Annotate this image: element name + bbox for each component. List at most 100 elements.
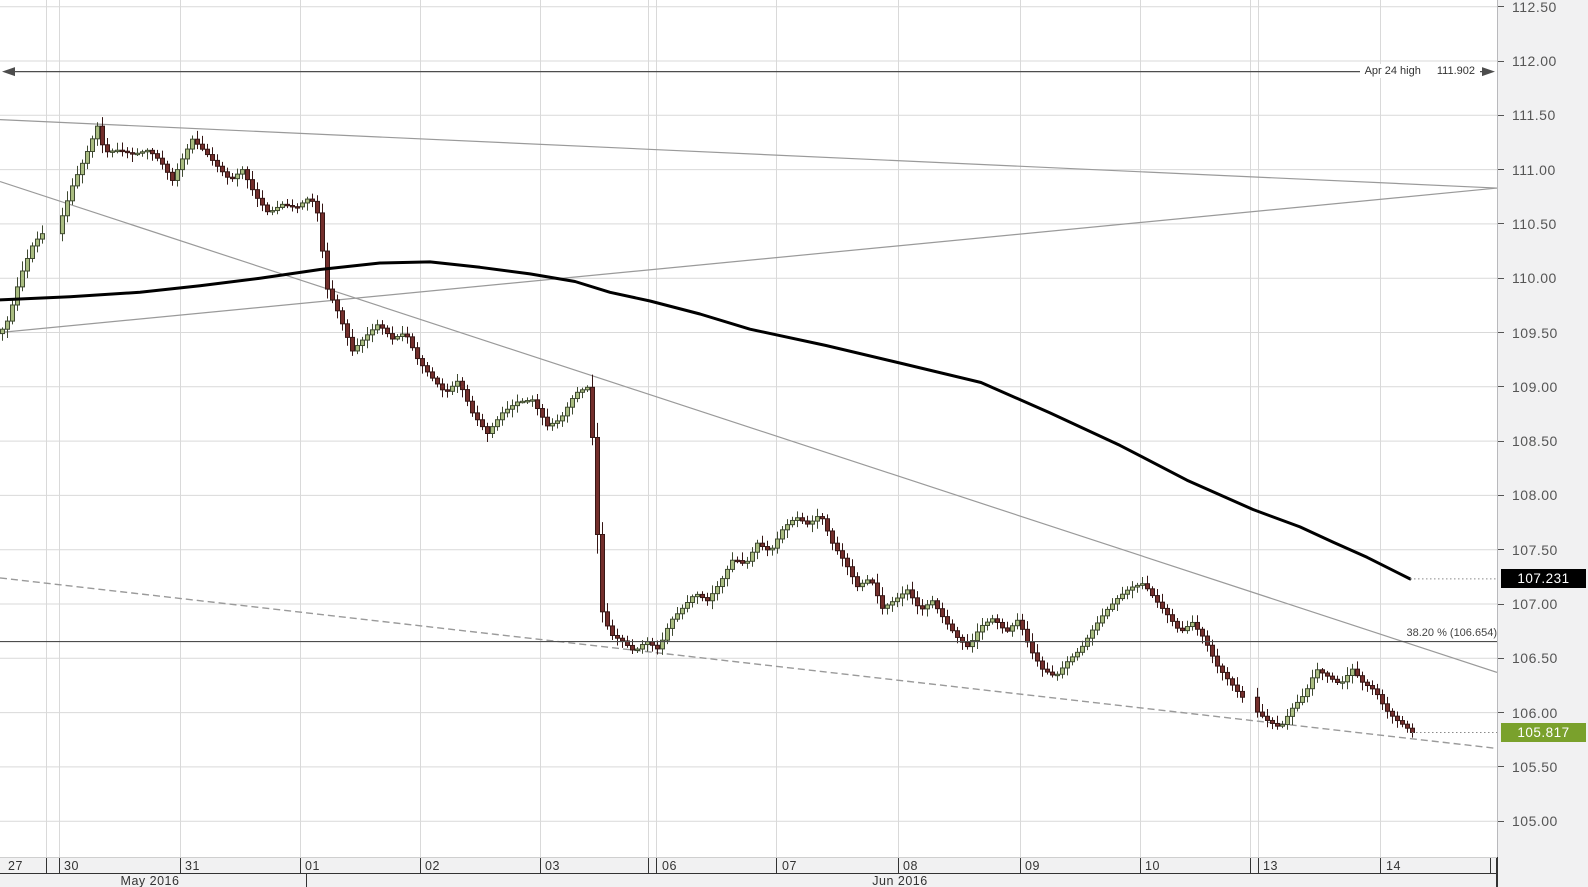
date-label-02: 02 (425, 859, 440, 873)
candle-body (485, 426, 490, 434)
candle-body (1230, 678, 1235, 686)
candle-body (1090, 629, 1095, 639)
candle-body (725, 568, 730, 580)
candle-body (450, 385, 455, 392)
candle-body (475, 412, 480, 421)
price-tick-label: 109.00 (1512, 378, 1558, 395)
price-tick-label: 112.50 (1512, 0, 1557, 15)
price-tick (1498, 657, 1504, 659)
date-tick (1380, 858, 1381, 873)
candle-body (870, 579, 875, 584)
candle-body (855, 576, 860, 588)
price-tick-label: 105.00 (1512, 813, 1558, 830)
price-tick (1498, 549, 1504, 551)
candle-body (115, 149, 120, 153)
candle-body (390, 333, 395, 340)
candle-body (1315, 669, 1320, 679)
candle-body (1075, 651, 1080, 658)
candle-body (1150, 588, 1155, 597)
candle-body (905, 589, 910, 595)
candle-body (1330, 675, 1335, 680)
candle-body (990, 618, 995, 623)
date-label-01: 01 (305, 859, 320, 873)
candle-body (350, 336, 355, 352)
candle-body (1055, 673, 1060, 677)
candle-body (650, 641, 655, 646)
candle-body (810, 520, 815, 525)
trendline-lower-wedge[interactable] (0, 187, 1497, 334)
candle-body (120, 149, 125, 153)
candle-body (1155, 595, 1160, 603)
candle-body (60, 215, 65, 235)
candle-body (1105, 608, 1110, 617)
date-label-07: 07 (782, 859, 797, 873)
candle-body (515, 401, 520, 407)
candle-body (430, 371, 435, 379)
candle-body (75, 174, 80, 187)
candle-body (155, 153, 160, 159)
candle-body (745, 560, 750, 564)
candle-body (550, 422, 555, 427)
price-tick (1498, 6, 1504, 8)
date-tick (776, 858, 777, 873)
candle-body (1020, 619, 1025, 630)
candle-body (1035, 652, 1040, 662)
price-tick (1498, 766, 1504, 768)
date-tick (656, 858, 657, 873)
candle-body (250, 179, 255, 191)
candle-body (520, 400, 525, 404)
candle-body (525, 400, 530, 403)
time-axis[interactable]: 27 30 31 01 02 03 06 07 08 09 10 13 14 May 2016 Jun 20… (0, 857, 1497, 887)
moving-average-line[interactable] (0, 260, 1412, 581)
candle-body (1380, 694, 1385, 705)
candle-body (1080, 645, 1085, 653)
price-tick (1498, 603, 1504, 605)
candle-body (200, 143, 205, 150)
chart-plot-area[interactable] (0, 0, 1497, 857)
candle-body (210, 154, 215, 161)
candle-body (25, 257, 30, 272)
price-axis[interactable]: 112.50 112.00 111.50 111.00 110.50 110.00 109.… (1497, 0, 1588, 887)
date-label-27: 27 (8, 859, 23, 873)
candle-body (1355, 668, 1360, 677)
candle-body (700, 593, 705, 599)
candle-body (370, 329, 375, 336)
candle-body (595, 436, 600, 535)
candle-body (285, 203, 290, 207)
month-separator (1496, 873, 1497, 887)
candle-body (305, 198, 310, 204)
date-label-09: 09 (1025, 859, 1040, 873)
candle-body (710, 593, 715, 602)
trendline-upper-wedge[interactable] (0, 119, 1497, 189)
trendline-steep-downtrend[interactable] (0, 180, 1497, 673)
candle-body (1145, 583, 1150, 590)
candle-body (540, 408, 545, 418)
candle-body (995, 618, 1000, 623)
candle-body (655, 644, 660, 650)
candle-body (985, 621, 990, 626)
candle-body (1275, 722, 1280, 727)
candle-body (110, 150, 115, 153)
candle-body (1000, 621, 1005, 629)
candle-body (405, 333, 410, 338)
candle-body (1260, 711, 1265, 717)
candle-body (825, 518, 830, 532)
date-label-13: 13 (1263, 859, 1278, 873)
candle-body (980, 624, 985, 633)
candle-body (530, 399, 535, 402)
price-tick (1498, 114, 1504, 116)
candle-body (1140, 583, 1145, 586)
candle-body (630, 644, 635, 651)
candle-body (735, 559, 740, 563)
candle-body (860, 582, 865, 588)
candle-body (150, 149, 155, 155)
candle-body (1280, 724, 1285, 727)
candle-body (560, 415, 565, 422)
candle-body (865, 579, 870, 584)
candle-body (1185, 626, 1190, 632)
candle-body (1065, 661, 1070, 669)
price-tick (1498, 60, 1504, 62)
candle-body (820, 516, 825, 520)
dashed-channel-line[interactable] (0, 577, 1497, 750)
candle-body (1120, 593, 1125, 600)
